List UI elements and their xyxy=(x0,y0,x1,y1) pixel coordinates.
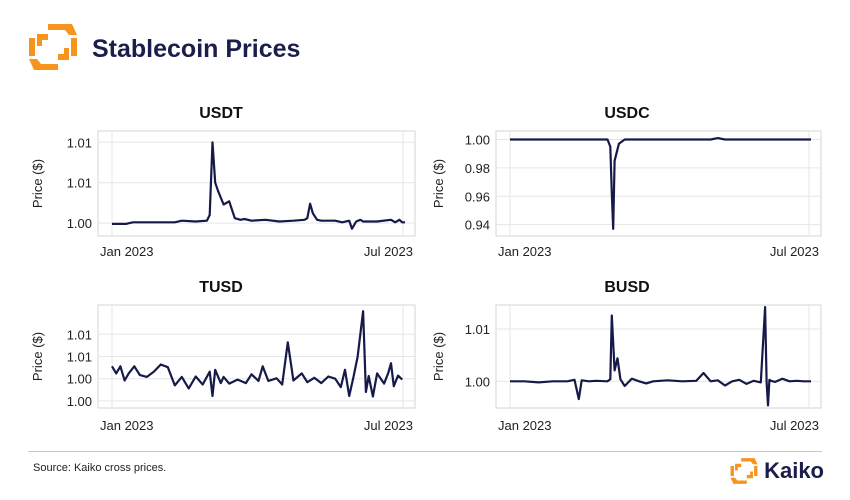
y-axis-label: Price ($) xyxy=(30,159,45,208)
chart-title: USDC xyxy=(604,105,650,122)
y-tick-label: 1.01 xyxy=(67,327,92,342)
source-note: Source: Kaiko cross prices. xyxy=(33,462,167,474)
y-tick-label: 1.00 xyxy=(67,372,92,387)
y-axis-label: Price ($) xyxy=(431,332,446,381)
y-tick-label: 0.96 xyxy=(465,189,490,204)
y-axis-label: Price ($) xyxy=(30,332,45,381)
plot-area xyxy=(495,304,822,409)
x-tick-label: Jan 2023 xyxy=(498,418,552,433)
y-tick-label: 0.94 xyxy=(465,218,490,233)
chart-title: USDT xyxy=(199,105,243,122)
series-line-busd xyxy=(510,306,811,407)
kaiko-logo-icon xyxy=(730,458,758,484)
plot-area xyxy=(97,130,416,237)
y-tick-label: 1.00 xyxy=(465,133,490,148)
series-line-usdt xyxy=(112,141,405,230)
page-title: Stablecoin Prices xyxy=(92,35,301,63)
chart-usdc: 1.00 0.98 0.96 0.94 Jan 2023 Jul 2023 USDC Pric… xyxy=(431,105,822,259)
x-tick-label: Jan 2023 xyxy=(498,244,552,259)
y-tick-label: 1.01 xyxy=(67,135,92,150)
chart-tusd: 1.01 1.01 1.00 1.00 Jan 2023 Jul 2023 TUSD Pric… xyxy=(30,279,416,433)
plot-area xyxy=(495,130,822,237)
y-tick-label: 0.98 xyxy=(465,161,490,176)
brand-name: Kaiko xyxy=(764,458,824,483)
series-line-tusd xyxy=(111,310,403,398)
series-line-usdc xyxy=(510,137,811,230)
x-tick-label: Jul 2023 xyxy=(364,244,413,259)
chart-grid: 1.00 1.01 1.01 Jan 2023 Jul 2023 USDT Price ($… xyxy=(30,105,822,433)
y-tick-label: 1.00 xyxy=(67,394,92,409)
y-tick-label: 1.01 xyxy=(465,322,490,337)
x-tick-label: Jan 2023 xyxy=(100,418,154,433)
kaiko-logo-icon xyxy=(29,24,77,70)
footer-brand: Kaiko xyxy=(730,457,824,485)
y-tick-label: 1.00 xyxy=(465,374,490,389)
y-tick-label: 1.00 xyxy=(67,216,92,231)
chart-busd: 1.01 1.00 Jan 2023 Jul 2023 BUSD Price ($) xyxy=(431,279,822,433)
chart-usdt: 1.00 1.01 1.01 Jan 2023 Jul 2023 USDT Price ($… xyxy=(30,105,416,259)
footer-divider xyxy=(28,451,822,452)
x-tick-label: Jul 2023 xyxy=(770,244,819,259)
x-tick-label: Jul 2023 xyxy=(364,418,413,433)
y-tick-label: 1.01 xyxy=(67,176,92,191)
x-tick-label: Jan 2023 xyxy=(100,244,154,259)
y-tick-label: 1.01 xyxy=(67,350,92,365)
x-tick-label: Jul 2023 xyxy=(770,418,819,433)
chart-title: TUSD xyxy=(199,279,243,296)
chart-title: BUSD xyxy=(604,279,649,296)
y-axis-label: Price ($) xyxy=(431,159,446,208)
